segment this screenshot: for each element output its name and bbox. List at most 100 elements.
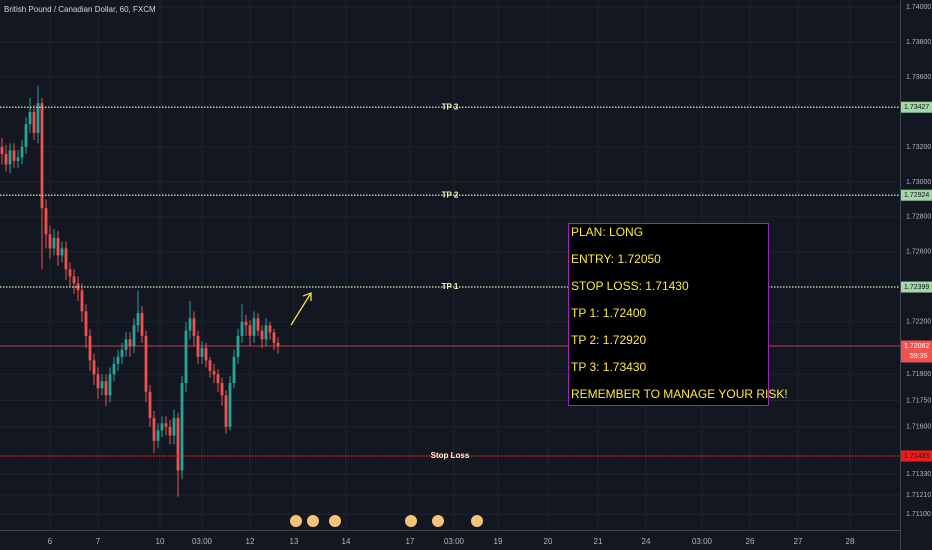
y-tick-label: 1.73200: [906, 144, 931, 151]
candle-body: [264, 325, 268, 340]
candle-body: [60, 248, 64, 256]
candle-body: [208, 360, 212, 371]
candle-body: [188, 318, 192, 331]
y-tick-label: 1.71900: [906, 371, 931, 378]
candle-body: [72, 276, 76, 284]
candle-body: [148, 391, 152, 419]
x-tick-label: 26: [746, 537, 755, 546]
level-tag: [901, 189, 932, 201]
candle-body: [8, 150, 12, 165]
candle-body: [40, 103, 44, 209]
x-tick-label: 13: [290, 537, 299, 546]
candle-body: [176, 418, 180, 471]
candle-body: [244, 321, 248, 326]
arrow-head: [302, 292, 312, 301]
x-tick-label: 21: [594, 537, 603, 546]
x-tick-label: 14: [342, 537, 351, 546]
y-tick-label: 1.71100: [906, 511, 931, 518]
candle-body: [256, 318, 260, 331]
y-tick-label: 1.71600: [906, 424, 931, 431]
candle-body: [160, 423, 164, 431]
candle-body: [248, 325, 252, 336]
x-tick-label: 6: [48, 537, 53, 546]
event-icon: [471, 515, 483, 527]
level-price: 1.73427: [904, 104, 929, 111]
y-tick-label: 1.71330: [906, 471, 931, 478]
y-tick-label: 1.73000: [906, 179, 931, 186]
x-tick-label: 17: [406, 537, 415, 546]
candles: [0, 85, 280, 497]
countdown: 59:35: [910, 353, 928, 360]
level-name: TP 1: [442, 282, 459, 291]
candle-body: [108, 374, 112, 396]
candle-body: [216, 374, 220, 384]
y-tick-label: 1.73600: [906, 74, 931, 81]
x-tick-label: 10: [156, 537, 165, 546]
event-icon: [432, 515, 444, 527]
candle-body: [0, 146, 4, 154]
chart-title: British Pound / Canadian Dollar, 60, FXC…: [4, 5, 156, 14]
plan-line: ENTRY: 1.72050: [571, 252, 661, 266]
candle-body: [100, 381, 104, 389]
level-name: TP 2: [442, 190, 459, 199]
event-icon: [290, 515, 302, 527]
x-tick-label: 7: [96, 537, 101, 546]
current-price-tag: [901, 340, 932, 363]
candle-body: [20, 146, 24, 158]
y-tick-label: 1.72600: [906, 249, 931, 256]
candle-body: [16, 157, 20, 161]
plan-line: TP 3: 1.73430: [571, 360, 646, 374]
candle-body: [28, 111, 32, 125]
candle-body: [272, 332, 276, 343]
candle-body: [276, 342, 280, 347]
x-tick-label: 24: [642, 537, 651, 546]
candle-body: [232, 356, 236, 384]
plan-box: PLAN: LONG ENTRY: 1.72050 STOP LOSS: 1.714…: [568, 223, 788, 406]
y-tick-label: 1.71750: [906, 397, 931, 404]
candle-body: [200, 348, 204, 357]
candle-body: [140, 313, 144, 336]
x-tick-label: 20: [544, 537, 553, 546]
level-price: 1.72399: [904, 284, 929, 291]
level-name: Stop Loss: [431, 451, 470, 460]
candle-body: [116, 356, 120, 364]
candle-body: [164, 423, 168, 427]
event-icon: [329, 515, 341, 527]
level-tag: [901, 101, 932, 113]
candle-body: [192, 318, 196, 336]
y-tick-label: 1.73800: [906, 39, 931, 46]
candle-body: [228, 383, 232, 427]
candle-body: [56, 237, 60, 256]
x-tick-label: 12: [246, 537, 255, 546]
candle-body: [44, 208, 48, 235]
axes: 1.74000 1.73800 1.73600 1.73200 1.73000 1.728…: [48, 4, 932, 546]
x-tick-label: 27: [794, 537, 803, 546]
candle-body: [172, 418, 176, 436]
level-name: TP 3: [442, 102, 459, 111]
candle-body: [152, 418, 156, 441]
x-tick-label: 03:00: [692, 537, 713, 546]
level-tag: [901, 450, 932, 462]
candle-body: [184, 330, 188, 384]
candle-body: [120, 349, 124, 357]
candle-body: [204, 348, 208, 361]
candle-body: [128, 339, 132, 347]
trend-arrow: [290, 292, 312, 326]
candle-body: [64, 248, 68, 270]
candle-body: [112, 363, 116, 375]
candle-body: [212, 370, 216, 375]
candle-body: [4, 153, 8, 165]
candle-body: [24, 124, 28, 147]
candle-body: [260, 330, 264, 340]
candle-body: [80, 290, 84, 312]
arrow-line: [290, 292, 312, 326]
candle-body: [168, 426, 172, 436]
candle-body: [180, 383, 184, 471]
x-tick-label: 19: [494, 537, 503, 546]
candle-body: [32, 111, 36, 133]
x-tick-label: 03:00: [444, 537, 465, 546]
plan-line: TP 1: 1.72400: [571, 306, 646, 320]
